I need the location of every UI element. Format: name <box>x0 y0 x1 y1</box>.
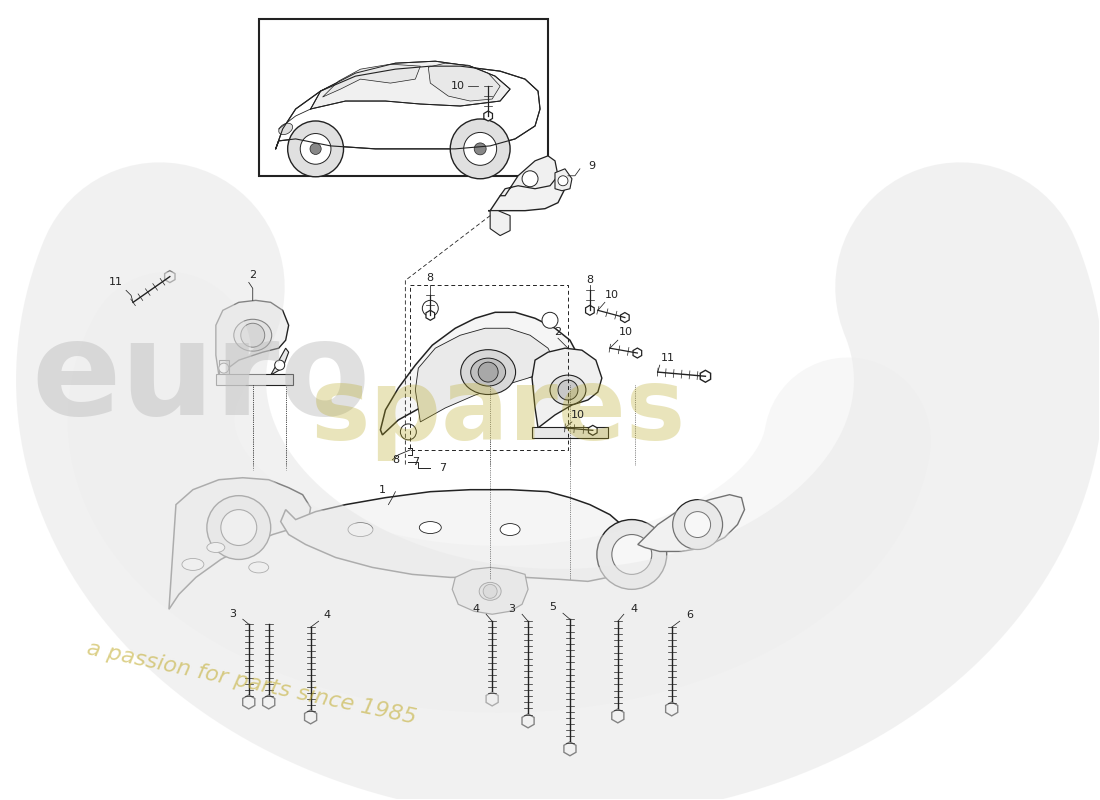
Text: 10: 10 <box>619 327 632 338</box>
Circle shape <box>673 500 723 550</box>
Text: 8: 8 <box>392 454 399 465</box>
Polygon shape <box>271 348 288 375</box>
Text: 8: 8 <box>427 274 433 283</box>
Circle shape <box>219 363 229 373</box>
Text: 3: 3 <box>508 604 516 614</box>
Circle shape <box>474 143 486 155</box>
Circle shape <box>241 323 265 347</box>
Circle shape <box>558 176 568 186</box>
Circle shape <box>207 496 271 559</box>
Ellipse shape <box>207 542 224 553</box>
Text: 1: 1 <box>378 485 386 494</box>
Text: 3: 3 <box>229 610 236 619</box>
Circle shape <box>310 143 321 154</box>
Polygon shape <box>452 567 528 614</box>
Circle shape <box>275 360 285 370</box>
Text: 10: 10 <box>605 290 619 300</box>
Ellipse shape <box>480 582 502 600</box>
Text: 8: 8 <box>586 275 594 286</box>
Polygon shape <box>500 156 558 196</box>
Ellipse shape <box>419 522 441 534</box>
Circle shape <box>542 312 558 328</box>
Ellipse shape <box>234 319 272 351</box>
Polygon shape <box>488 173 565 210</box>
Circle shape <box>422 300 438 316</box>
Circle shape <box>478 362 498 382</box>
Polygon shape <box>638 494 745 551</box>
Text: 6: 6 <box>686 610 693 620</box>
Ellipse shape <box>249 562 268 573</box>
Polygon shape <box>169 478 310 610</box>
Circle shape <box>221 510 256 546</box>
Polygon shape <box>428 63 501 101</box>
Ellipse shape <box>461 350 516 394</box>
Text: 10: 10 <box>571 410 585 420</box>
Text: 7: 7 <box>439 462 446 473</box>
Text: 2: 2 <box>250 270 256 281</box>
Circle shape <box>522 170 538 186</box>
Text: a passion for parts since 1985: a passion for parts since 1985 <box>86 638 418 728</box>
Circle shape <box>400 424 416 440</box>
Circle shape <box>300 134 331 164</box>
Ellipse shape <box>471 358 506 386</box>
Polygon shape <box>416 328 556 422</box>
Polygon shape <box>381 312 578 435</box>
Text: euro: euro <box>31 315 371 442</box>
Polygon shape <box>216 300 288 375</box>
Text: 9: 9 <box>588 161 595 171</box>
Circle shape <box>684 512 711 538</box>
Ellipse shape <box>348 522 373 537</box>
Polygon shape <box>532 348 602 428</box>
Polygon shape <box>216 374 293 385</box>
Polygon shape <box>532 427 608 438</box>
Text: 4: 4 <box>323 610 330 620</box>
Polygon shape <box>322 64 420 97</box>
Circle shape <box>450 119 510 178</box>
Ellipse shape <box>278 123 293 134</box>
Polygon shape <box>280 490 638 582</box>
Text: 11: 11 <box>661 353 674 363</box>
Circle shape <box>612 534 651 574</box>
Text: 7: 7 <box>411 457 419 466</box>
Circle shape <box>464 133 496 166</box>
Circle shape <box>483 584 497 598</box>
Polygon shape <box>556 169 572 190</box>
Text: 5: 5 <box>550 602 557 612</box>
Polygon shape <box>310 61 510 109</box>
Text: 10: 10 <box>451 81 465 91</box>
Text: 4: 4 <box>473 604 480 614</box>
Polygon shape <box>219 360 229 375</box>
Polygon shape <box>491 210 510 235</box>
Circle shape <box>562 357 578 373</box>
Text: spares: spares <box>310 364 686 461</box>
Text: 4: 4 <box>630 604 637 614</box>
Circle shape <box>558 380 578 400</box>
Text: 11: 11 <box>109 278 123 287</box>
Ellipse shape <box>550 375 586 405</box>
Text: 2: 2 <box>554 327 561 338</box>
Bar <box>258 19 548 176</box>
Ellipse shape <box>500 523 520 535</box>
Polygon shape <box>276 66 540 149</box>
Circle shape <box>597 519 667 590</box>
Ellipse shape <box>182 558 204 570</box>
Circle shape <box>288 121 343 177</box>
